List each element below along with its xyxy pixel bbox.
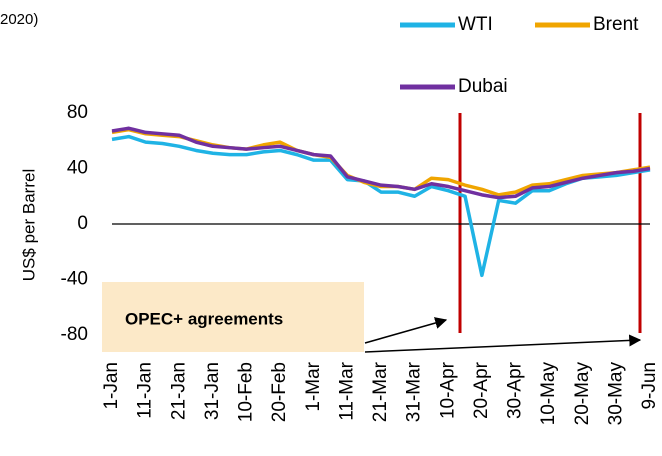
x-tick-label: 1-Jan xyxy=(101,362,122,410)
x-tick-label: 30-May xyxy=(605,362,626,426)
x-tick-label: 31-Mar xyxy=(404,361,425,422)
x-tick-label: 20-Apr xyxy=(471,361,492,419)
x-tick-label: 11-Mar xyxy=(336,361,357,420)
x-tick-label: 31-Jan xyxy=(202,362,223,420)
x-tick-label: 10-Feb xyxy=(236,362,257,422)
legend-label: Dubai xyxy=(458,76,508,97)
legend-label: Brent xyxy=(593,14,639,35)
y-tick-label: 80 xyxy=(67,102,88,123)
arrow xyxy=(364,317,448,344)
x-tick-label: 11-Jan xyxy=(135,362,156,419)
y-axis-label: US$ per Barrel xyxy=(19,169,38,281)
x-tick-label: 30-Apr xyxy=(505,361,526,419)
x-tick-label: 10-May xyxy=(538,362,559,426)
x-tick-label: 20-May xyxy=(572,362,593,426)
series-line xyxy=(111,126,651,200)
x-tick-label: 21-Mar xyxy=(370,361,391,422)
y-tick-label: 0 xyxy=(77,213,88,234)
y-tick-label: -80 xyxy=(61,324,88,345)
x-tick-label: 9-Jun xyxy=(639,362,660,410)
x-tick-label: 20-Feb xyxy=(269,362,290,422)
x-tick-label: 1-Mar xyxy=(303,361,324,411)
annotation-box xyxy=(102,282,364,352)
x-tick-label: 21-Jan xyxy=(168,362,189,420)
x-tick-label: 10-Apr xyxy=(437,361,458,419)
y-tick-label: -40 xyxy=(61,269,88,290)
arrow xyxy=(364,334,642,353)
legend-label: WTI xyxy=(458,14,493,35)
series-line xyxy=(111,134,651,278)
annotation: OPEC+ agreements xyxy=(125,309,283,328)
y-tick-label: 40 xyxy=(67,158,88,179)
chart-title: 2020) xyxy=(0,11,38,28)
